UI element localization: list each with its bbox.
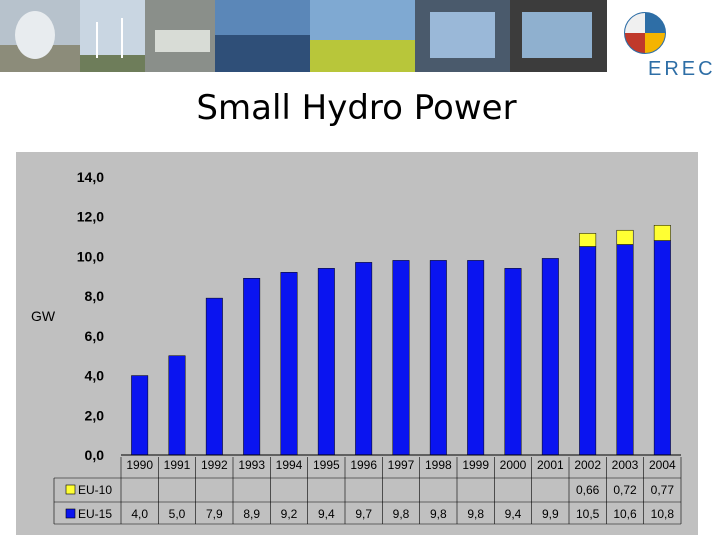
x-category-label: 2001 bbox=[537, 458, 564, 472]
bar-eu10 bbox=[653, 225, 671, 241]
table-value: 9,8 bbox=[430, 507, 447, 521]
bar-eu15 bbox=[541, 258, 559, 456]
y-tick-label: 8,0 bbox=[85, 288, 105, 304]
table-value: 10,6 bbox=[613, 507, 637, 521]
bar-eu10 bbox=[579, 233, 597, 247]
header-banner-photos bbox=[0, 0, 607, 72]
x-category-label: 1999 bbox=[462, 458, 489, 472]
logo-text: EREC bbox=[648, 58, 716, 80]
bar-eu15 bbox=[280, 272, 298, 456]
x-category-label: 1997 bbox=[388, 458, 415, 472]
x-category-label: 1996 bbox=[350, 458, 377, 472]
x-category-label: 2003 bbox=[612, 458, 639, 472]
table-value: 0,77 bbox=[651, 483, 675, 497]
legend-label: EU-10 bbox=[78, 483, 112, 497]
table-value: 9,9 bbox=[542, 507, 559, 521]
slide-title: Small Hydro Power bbox=[196, 88, 517, 128]
erec-logo: EREC bbox=[615, 5, 720, 85]
bar-eu15 bbox=[317, 268, 335, 456]
legend-key bbox=[65, 484, 76, 495]
table-value: 4,0 bbox=[131, 507, 148, 521]
legend-label: EU-15 bbox=[78, 507, 112, 521]
table-value: 5,0 bbox=[169, 507, 186, 521]
x-category-label: 2002 bbox=[574, 458, 601, 472]
x-category-label: 1993 bbox=[238, 458, 265, 472]
table-value: 9,4 bbox=[318, 507, 335, 521]
bars bbox=[131, 225, 671, 456]
y-tick-label: 4,0 bbox=[85, 368, 105, 384]
bar-eu15 bbox=[653, 240, 671, 456]
table-value: 8,9 bbox=[243, 507, 260, 521]
bar-eu15 bbox=[504, 268, 522, 456]
x-category-label: 1994 bbox=[276, 458, 303, 472]
x-category-label: 2000 bbox=[500, 458, 527, 472]
y-tick-label: 0,0 bbox=[85, 447, 105, 463]
y-tick-label: 2,0 bbox=[85, 407, 105, 423]
x-category-label: 1992 bbox=[201, 458, 228, 472]
bar-eu15 bbox=[616, 244, 634, 456]
bar-eu15 bbox=[429, 260, 447, 456]
x-category-label: 1998 bbox=[425, 458, 452, 472]
x-category-label: 2004 bbox=[649, 458, 676, 472]
x-category-label: 1991 bbox=[164, 458, 191, 472]
table-value: 9,4 bbox=[505, 507, 522, 521]
y-axis-label: GW bbox=[31, 308, 56, 324]
table-value: 9,7 bbox=[355, 507, 372, 521]
bar-eu15 bbox=[467, 260, 485, 456]
bar-eu15 bbox=[168, 355, 186, 456]
y-axis-ticks: 0,0 2,0 4,0 6,0 8,0 10,0 12,0 14,0 bbox=[77, 169, 104, 463]
data-table: EU-10 0,66 0,72 0,77 EU-15 4,0 5,0 7,9 8,9 9,2 9,4… bbox=[53, 457, 682, 525]
hydro-capacity-chart: 0,02,04,06,08,010,012,014,0 GW 1990 1991 1… bbox=[16, 152, 698, 535]
bar-eu15 bbox=[355, 262, 373, 456]
bar-eu10 bbox=[616, 229, 634, 245]
table-value: 9,8 bbox=[467, 507, 484, 521]
x-category-label: 1990 bbox=[126, 458, 153, 472]
y-tick-label: 6,0 bbox=[85, 328, 105, 344]
table-value: 10,5 bbox=[576, 507, 600, 521]
category-labels: 1990 1991 1992 1993 1994 1995 1996 1997 1998 1999… bbox=[126, 458, 676, 472]
bar-eu15 bbox=[205, 297, 223, 456]
y-tick-label: 14,0 bbox=[77, 169, 104, 185]
table-value: 0,66 bbox=[576, 483, 600, 497]
bar-eu15 bbox=[392, 260, 410, 456]
table-value: 0,72 bbox=[613, 483, 637, 497]
bar-eu15 bbox=[243, 278, 261, 456]
table-value: 10,8 bbox=[651, 507, 675, 521]
y-tick-label: 12,0 bbox=[77, 209, 104, 225]
erec-logo-mark bbox=[624, 12, 666, 54]
table-value: 7,9 bbox=[206, 507, 223, 521]
table-value: 9,2 bbox=[281, 507, 298, 521]
y-tick-label: 10,0 bbox=[77, 248, 104, 264]
bar-eu15 bbox=[131, 375, 149, 456]
bar-eu15 bbox=[579, 246, 597, 456]
legend-key bbox=[65, 508, 76, 519]
x-category-label: 1995 bbox=[313, 458, 340, 472]
table-value: 9,8 bbox=[393, 507, 410, 521]
